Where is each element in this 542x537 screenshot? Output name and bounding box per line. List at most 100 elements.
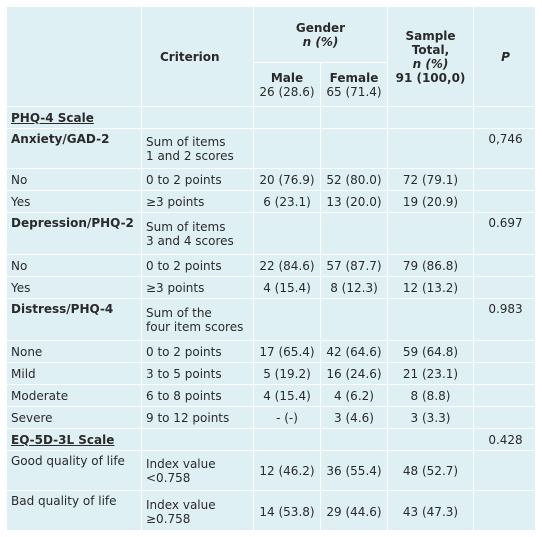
header-sample-total: Sample Total, n (%) 91 (100,0) — [387, 6, 474, 107]
cell-male: 5 (19.2) — [253, 362, 321, 385]
criterion-line: four item scores — [146, 319, 244, 334]
cell-female: 16 (24.6) — [320, 362, 388, 385]
table-row: None 0 to 2 points 17 (65.4) 42 (64.6) 5… — [6, 340, 538, 363]
results-table: Criterion Gender n (%) Sample Total, n (… — [6, 6, 538, 533]
cell-female: 57 (87.7) — [320, 254, 388, 277]
row-criterion: Index value ≥0.758 — [141, 490, 254, 533]
row-label: Yes — [6, 276, 142, 299]
criterion-distress: Sum of the four item scores — [141, 298, 254, 341]
row-label: No — [6, 254, 142, 277]
table-row: Yes ≥3 points 6 (23.1) 13 (20.0) 19 (20.… — [6, 190, 538, 213]
p-value-depression: 0.697 — [473, 212, 538, 255]
table-row: Bad quality of life Index value ≥0.758 1… — [6, 490, 538, 533]
cell-total: 8 (8.8) — [387, 384, 474, 407]
cell-total: 12 (13.2) — [387, 276, 474, 299]
section-row-eq5d: EQ-5D-3L Scale 0.428 — [6, 428, 538, 451]
header-total-unit: n (%) — [412, 56, 449, 71]
table-row: No 0 to 2 points 22 (84.6) 57 (87.7) 79 … — [6, 254, 538, 277]
cell-total: 79 (86.8) — [387, 254, 474, 277]
criterion-line: Index value — [146, 497, 216, 512]
header-empty-cell — [6, 6, 142, 107]
cell-male: 6 (23.1) — [253, 190, 321, 213]
cell-female: 4 (6.2) — [320, 384, 388, 407]
header-total-count: 91 (100,0) — [395, 70, 466, 85]
cell-female: 42 (64.6) — [320, 340, 388, 363]
cell-total: 21 (23.1) — [387, 362, 474, 385]
header-male-label: Male — [270, 70, 304, 85]
cell-female: 8 (12.3) — [320, 276, 388, 299]
row-criterion: 0 to 2 points — [141, 168, 254, 191]
header-male-count: 26 (28.6) — [259, 84, 315, 99]
header-gender: Gender n (%) — [253, 6, 388, 63]
criterion-depression: Sum of items 3 and 4 scores — [141, 212, 254, 255]
cell-total: 19 (20.9) — [387, 190, 474, 213]
subsection-label-depression: Depression/PHQ-2 — [6, 212, 142, 255]
row-label: Yes — [6, 190, 142, 213]
cell-total: 43 (47.3) — [387, 490, 474, 533]
cell-total: 3 (3.3) — [387, 406, 474, 429]
table-row: Moderate 6 to 8 points 4 (15.4) 4 (6.2) … — [6, 384, 538, 407]
row-criterion: 3 to 5 points — [141, 362, 254, 385]
header-criterion: Criterion — [141, 6, 254, 107]
subsection-label-distress: Distress/PHQ-4 — [6, 298, 142, 341]
p-value-distress: 0.983 — [473, 298, 538, 341]
cell-male: 4 (15.4) — [253, 276, 321, 299]
row-criterion: 6 to 8 points — [141, 384, 254, 407]
cell-total: 59 (64.8) — [387, 340, 474, 363]
criterion-line: Sum of the — [146, 305, 212, 320]
criterion-line: Index value — [146, 456, 216, 471]
cell-female: 29 (44.6) — [320, 490, 388, 533]
table-row: Mild 3 to 5 points 5 (19.2) 16 (24.6) 21… — [6, 362, 538, 385]
criterion-line: Sum of items — [146, 219, 226, 234]
criterion-line: 1 and 2 scores — [146, 148, 234, 163]
p-value-eq5d: 0.428 — [473, 428, 538, 451]
header-male: Male 26 (28.6) — [253, 62, 321, 107]
table-row: Yes ≥3 points 4 (15.4) 8 (12.3) 12 (13.2… — [6, 276, 538, 299]
row-label: Bad quality of life — [6, 490, 142, 533]
row-criterion: ≥3 points — [141, 190, 254, 213]
subsection-row-depression: Depression/PHQ-2 Sum of items 3 and 4 sc… — [6, 212, 538, 255]
criterion-line: ≥0.758 — [146, 511, 191, 526]
header-female: Female 65 (71.4) — [320, 62, 388, 107]
row-criterion: 9 to 12 points — [141, 406, 254, 429]
cell-male: 20 (76.9) — [253, 168, 321, 191]
row-label: Mild — [6, 362, 142, 385]
cell-female: 3 (4.6) — [320, 406, 388, 429]
criterion-line: <0.758 — [146, 470, 191, 485]
header-total-title: Sample Total, — [405, 28, 456, 57]
table-row: Severe 9 to 12 points - (-) 3 (4.6) 3 (3… — [6, 406, 538, 429]
criterion-anxiety: Sum of items 1 and 2 scores — [141, 128, 254, 169]
cell-female: 36 (55.4) — [320, 450, 388, 491]
header-row-1: Criterion Gender n (%) Sample Total, n (… — [6, 6, 538, 107]
header-gender-title: Gender — [295, 20, 346, 35]
row-label: Severe — [6, 406, 142, 429]
cell-male: 4 (15.4) — [253, 384, 321, 407]
cell-male: 22 (84.6) — [253, 254, 321, 277]
row-criterion: 0 to 2 points — [141, 254, 254, 277]
table-row: Good quality of life Index value <0.758 … — [6, 450, 538, 491]
header-row-2: Male 26 (28.6) Female 65 (71.4) — [7, 62, 538, 107]
row-label: Moderate — [6, 384, 142, 407]
cell-total: 48 (52.7) — [387, 450, 474, 491]
cell-total: 72 (79.1) — [387, 168, 474, 191]
header-gender-unit: n (%) — [302, 34, 339, 49]
cell-male: 14 (53.8) — [253, 490, 321, 533]
section-label-phq4: PHQ-4 Scale — [6, 106, 142, 129]
row-label: None — [6, 340, 142, 363]
row-label: No — [6, 168, 142, 191]
row-criterion: Index value <0.758 — [141, 450, 254, 491]
row-criterion: ≥3 points — [141, 276, 254, 299]
header-female-label: Female — [329, 70, 379, 85]
criterion-line: Sum of items — [146, 134, 226, 149]
row-label: Good quality of life — [6, 450, 142, 491]
header-p-value: P — [473, 6, 538, 107]
p-value-anxiety: 0,746 — [473, 128, 538, 169]
cell-female: 13 (20.0) — [320, 190, 388, 213]
section-row-phq4: PHQ-4 Scale — [6, 106, 538, 129]
row-criterion: 0 to 2 points — [141, 340, 254, 363]
cell-female: 52 (80.0) — [320, 168, 388, 191]
header-female-count: 65 (71.4) — [326, 84, 382, 99]
subsection-row-distress: Distress/PHQ-4 Sum of the four item scor… — [6, 298, 538, 341]
table-row: No 0 to 2 points 20 (76.9) 52 (80.0) 72 … — [6, 168, 538, 191]
cell-male: 12 (46.2) — [253, 450, 321, 491]
